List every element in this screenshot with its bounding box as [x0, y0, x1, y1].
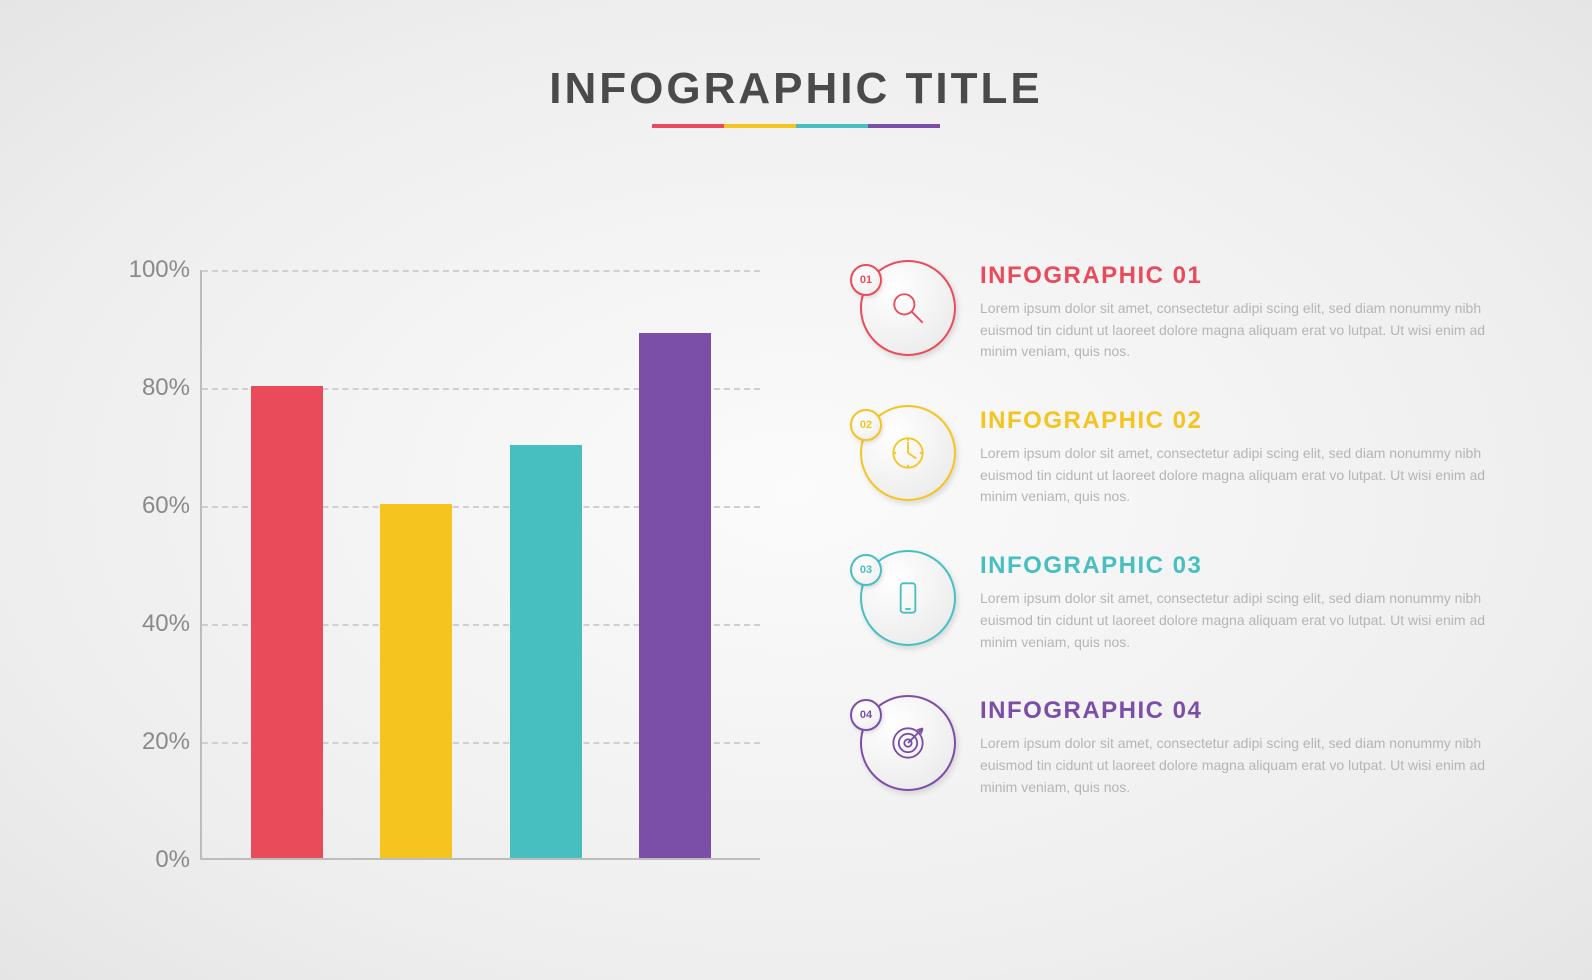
item-1-icon-wrap: 01: [860, 260, 956, 356]
y-label-40: 40%: [100, 610, 190, 638]
y-label-100: 100%: [100, 256, 190, 284]
title-underline: [0, 124, 1592, 128]
plot-area: [200, 270, 760, 860]
item-3: 03 INFOGRAPHIC 03 Lorem ipsum dolor sit …: [860, 550, 1520, 653]
item-1: 01 INFOGRAPHIC 01 Lorem ipsum dolor sit …: [860, 260, 1520, 363]
item-2: 02 INFOGRAPHIC 02 Lorem ipsum dolor sit …: [860, 405, 1520, 508]
item-2-badge: 02: [850, 409, 882, 441]
y-label-60: 60%: [100, 492, 190, 520]
y-label-80: 80%: [100, 374, 190, 402]
bar-chart: 100% 80% 60% 40% 20% 0%: [100, 270, 760, 890]
item-3-body: Lorem ipsum dolor sit amet, consectetur …: [980, 588, 1520, 653]
bar-1: [251, 386, 323, 858]
underline-seg-2: [724, 124, 796, 128]
y-label-20: 20%: [100, 728, 190, 756]
item-1-body: Lorem ipsum dolor sit amet, consectetur …: [980, 298, 1520, 363]
underline-seg-1: [652, 124, 724, 128]
item-2-body: Lorem ipsum dolor sit amet, consectetur …: [980, 443, 1520, 508]
y-label-0: 0%: [100, 846, 190, 874]
item-2-text: INFOGRAPHIC 02 Lorem ipsum dolor sit ame…: [980, 405, 1520, 508]
item-4-body: Lorem ipsum dolor sit amet, consectetur …: [980, 733, 1520, 798]
bar-3: [510, 445, 582, 858]
underline-seg-4: [868, 124, 940, 128]
item-3-badge: 03: [850, 554, 882, 586]
bars-container: [202, 270, 760, 858]
item-3-heading: INFOGRAPHIC 03: [980, 552, 1520, 580]
underline-seg-3: [796, 124, 868, 128]
item-4: 04 INFOGRAPHIC 04 Lorem ipsum dolor sit …: [860, 695, 1520, 798]
item-4-heading: INFOGRAPHIC 04: [980, 697, 1520, 725]
bar-2: [380, 504, 452, 858]
item-1-heading: INFOGRAPHIC 01: [980, 262, 1520, 290]
item-4-badge: 04: [850, 699, 882, 731]
bar-4: [639, 333, 711, 858]
item-3-text: INFOGRAPHIC 03 Lorem ipsum dolor sit ame…: [980, 550, 1520, 653]
title-block: INFOGRAPHIC TITLE: [0, 64, 1592, 128]
item-1-badge: 01: [850, 264, 882, 296]
item-4-text: INFOGRAPHIC 04 Lorem ipsum dolor sit ame…: [980, 695, 1520, 798]
items-list: 01 INFOGRAPHIC 01 Lorem ipsum dolor sit …: [860, 260, 1520, 798]
item-4-icon-wrap: 04: [860, 695, 956, 791]
item-1-text: INFOGRAPHIC 01 Lorem ipsum dolor sit ame…: [980, 260, 1520, 363]
item-2-icon-wrap: 02: [860, 405, 956, 501]
page-title: INFOGRAPHIC TITLE: [0, 64, 1592, 114]
item-3-icon-wrap: 03: [860, 550, 956, 646]
item-2-heading: INFOGRAPHIC 02: [980, 407, 1520, 435]
